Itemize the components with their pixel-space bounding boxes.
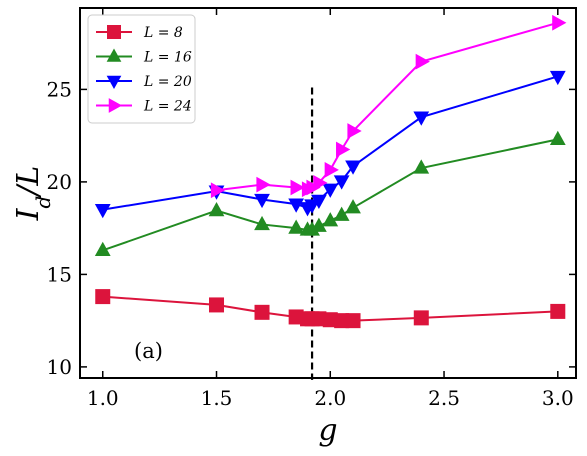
legend-marker bbox=[106, 48, 122, 62]
data-point bbox=[209, 297, 225, 313]
x-axis-title: g bbox=[318, 413, 337, 448]
data-point bbox=[94, 241, 111, 256]
data-point bbox=[549, 70, 566, 86]
series-1 bbox=[95, 289, 566, 329]
y-tick-label: 25 bbox=[47, 77, 72, 101]
data-point bbox=[288, 198, 305, 213]
data-point bbox=[415, 53, 430, 70]
series-2 bbox=[94, 130, 566, 256]
data-point bbox=[413, 111, 430, 126]
data-point bbox=[413, 310, 429, 326]
data-point bbox=[550, 303, 566, 319]
x-tick-label: 1.0 bbox=[87, 386, 119, 410]
data-point bbox=[322, 212, 339, 227]
series-4 bbox=[210, 14, 567, 199]
legend-entry: L = 16 bbox=[96, 48, 192, 66]
y-tick-label: 10 bbox=[47, 355, 72, 379]
ticks-layer: 1.0 1.5 2.0 2.5 3.0 10 15 20 25 bbox=[47, 8, 576, 410]
data-point bbox=[333, 206, 350, 221]
legend-label: L = 20 bbox=[143, 74, 192, 90]
data-point bbox=[549, 130, 566, 145]
data-point bbox=[288, 309, 304, 325]
legend-label: L = 8 bbox=[143, 25, 183, 41]
legend-label: L = 24 bbox=[143, 99, 192, 115]
data-point bbox=[288, 219, 305, 234]
data-point bbox=[324, 162, 339, 178]
plot-layer bbox=[94, 14, 567, 380]
legend-box bbox=[87, 14, 196, 124]
data-point bbox=[311, 217, 327, 232]
data-point bbox=[345, 160, 361, 175]
data-point bbox=[311, 311, 327, 327]
data-point bbox=[254, 193, 270, 209]
data-point bbox=[336, 141, 351, 158]
legend-marker bbox=[106, 75, 122, 90]
plot-frame bbox=[79, 7, 577, 379]
data-point bbox=[334, 313, 350, 329]
data-point bbox=[94, 204, 111, 219]
data-point bbox=[256, 176, 271, 193]
data-point bbox=[95, 289, 111, 305]
data-point bbox=[322, 183, 339, 198]
data-point bbox=[254, 304, 270, 320]
data-point bbox=[345, 199, 361, 214]
x-tick-label: 1.5 bbox=[201, 386, 233, 410]
legend-label: L = 16 bbox=[143, 50, 192, 66]
data-point bbox=[347, 123, 362, 139]
data-point bbox=[345, 313, 361, 329]
x-tick-label: 2.5 bbox=[428, 386, 460, 410]
x-tick-label: 3.0 bbox=[542, 386, 574, 410]
x-tick-label: 2.0 bbox=[314, 386, 346, 410]
data-point bbox=[290, 179, 305, 196]
legend-entry: L = 20 bbox=[96, 74, 192, 90]
y-tick-label: 20 bbox=[47, 170, 72, 194]
y-tick-label: 15 bbox=[47, 262, 72, 286]
data-point bbox=[552, 14, 567, 31]
legend-entry: L = 24 bbox=[96, 98, 192, 115]
data-point bbox=[311, 194, 327, 210]
data-point bbox=[210, 182, 226, 199]
data-point bbox=[254, 215, 270, 231]
legend: L = 8 L = 16 L = 20 L = 24 bbox=[87, 14, 196, 124]
data-point bbox=[333, 175, 350, 190]
legend-marker bbox=[107, 25, 121, 39]
data-point bbox=[208, 201, 225, 217]
panel-label: (a) bbox=[134, 339, 163, 363]
data-point bbox=[413, 159, 430, 174]
data-point bbox=[313, 174, 328, 191]
legend-entry: L = 8 bbox=[96, 25, 183, 41]
data-point bbox=[304, 221, 320, 236]
legend-marker bbox=[108, 98, 123, 113]
data-point bbox=[322, 312, 338, 328]
